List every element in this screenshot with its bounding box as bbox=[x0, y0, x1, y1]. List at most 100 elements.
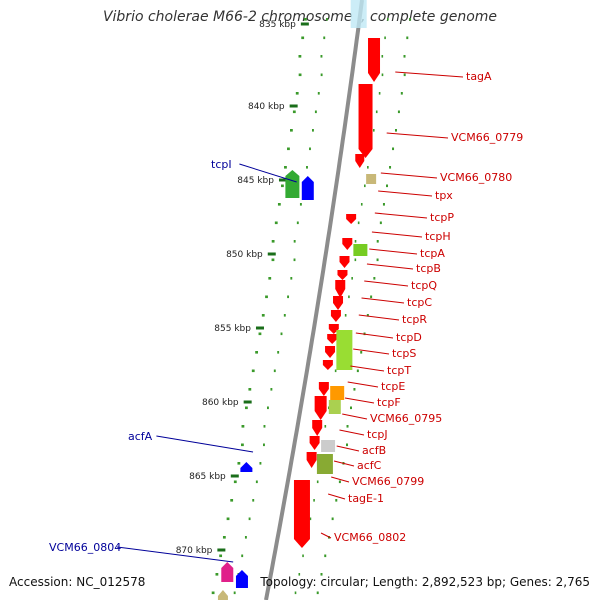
tick-mark bbox=[267, 252, 276, 256]
reverse-gene-arrow bbox=[235, 570, 248, 588]
gc-dot bbox=[387, 18, 389, 21]
tick-label: 835 kbp bbox=[259, 20, 296, 30]
gc-dot bbox=[354, 258, 357, 262]
gc-dot bbox=[252, 499, 255, 502]
forward-gene-arrow bbox=[322, 360, 333, 370]
gc-dot bbox=[248, 388, 252, 391]
reverse-gene-arrow bbox=[240, 462, 253, 472]
label-leader bbox=[369, 248, 418, 255]
gc-dot bbox=[320, 73, 323, 77]
gc-dot bbox=[255, 480, 258, 484]
gene-label-right: tagA bbox=[466, 70, 492, 83]
tick-mark bbox=[217, 548, 226, 552]
gc-dot bbox=[364, 184, 366, 188]
tick-label: 845 kbp bbox=[237, 176, 274, 186]
forward-gene-arrow bbox=[346, 214, 357, 224]
label-leader bbox=[116, 546, 234, 563]
gc-dot bbox=[317, 92, 320, 95]
label-leader bbox=[371, 231, 423, 238]
label-leader bbox=[378, 190, 433, 197]
gene-block bbox=[330, 386, 345, 400]
gc-dot bbox=[392, 147, 395, 151]
gc-dot bbox=[258, 332, 262, 336]
scale-ticks: 835 kbp 840 kbp 845 kbp 850 kbp 855 kbp 860 k… bbox=[176, 20, 309, 556]
label-leader bbox=[386, 132, 449, 139]
gene-label-left: tcpI bbox=[211, 158, 232, 171]
gc-dot bbox=[327, 406, 330, 410]
forward-gene-arrow bbox=[312, 420, 323, 436]
gc-dot bbox=[394, 129, 397, 132]
gc-dot bbox=[211, 591, 215, 595]
genome-stats-text: Topology: circular; Length: 2,892,523 bp… bbox=[260, 575, 590, 589]
gc-dot bbox=[266, 406, 269, 410]
label-leader bbox=[339, 429, 365, 436]
gc-dot bbox=[268, 277, 272, 280]
gc-dot bbox=[277, 351, 280, 354]
label-leader bbox=[327, 493, 346, 500]
forward-gene-arrow bbox=[333, 296, 344, 310]
gc-dot bbox=[259, 462, 262, 465]
label-leader bbox=[358, 314, 400, 321]
label-leader bbox=[353, 348, 390, 355]
gc-dot bbox=[273, 369, 276, 373]
gc-dot bbox=[326, 18, 328, 21]
label-leader bbox=[336, 445, 360, 452]
gc-content-dots bbox=[211, 18, 412, 595]
gc-dot bbox=[316, 591, 319, 595]
gc-dot bbox=[323, 36, 326, 40]
gene-label-right: VCM66_0779 bbox=[451, 131, 523, 144]
gc-dot bbox=[375, 110, 378, 114]
forward-gene-arrow bbox=[306, 452, 317, 468]
gc-dot bbox=[230, 499, 234, 502]
gc-dot bbox=[271, 240, 275, 243]
gene-label-left: VCM66_0804 bbox=[49, 541, 121, 554]
gc-dot bbox=[334, 369, 337, 373]
label-leader bbox=[333, 460, 355, 467]
accession-text: Accession: NC_012578 bbox=[9, 575, 146, 589]
gc-dot bbox=[301, 36, 305, 40]
gc-dot bbox=[316, 480, 319, 484]
gene-label-right: VCM66_0802 bbox=[334, 531, 406, 544]
gc-dot bbox=[376, 240, 379, 243]
gc-dot bbox=[338, 480, 341, 484]
gc-dot bbox=[389, 166, 392, 169]
tick-label: 865 kbp bbox=[189, 472, 226, 482]
gc-dot bbox=[372, 129, 375, 132]
gene-label-right: tcpE bbox=[381, 380, 405, 393]
gc-dot bbox=[313, 499, 315, 502]
gc-dot bbox=[302, 554, 304, 558]
gene-label-right: tcpA bbox=[420, 247, 445, 260]
gc-dot bbox=[367, 166, 369, 169]
tick-label: 840 kbp bbox=[248, 102, 285, 112]
gc-dot bbox=[222, 536, 226, 539]
gene-label-right: tcpS bbox=[392, 347, 416, 360]
tick-mark bbox=[230, 474, 239, 478]
gene-label-right: tcpT bbox=[387, 364, 411, 377]
gc-dot bbox=[373, 277, 376, 280]
tick-mark bbox=[255, 326, 264, 330]
gene-block bbox=[316, 454, 333, 474]
gc-dot bbox=[397, 110, 400, 114]
gc-dot bbox=[284, 166, 287, 169]
gc-dot bbox=[280, 332, 283, 336]
gc-dot bbox=[237, 462, 241, 465]
gc-dot bbox=[287, 147, 290, 151]
gc-dot bbox=[244, 406, 248, 410]
label-leader bbox=[364, 280, 409, 287]
reverse-gene-arrow bbox=[285, 170, 300, 198]
gc-dot bbox=[324, 554, 327, 558]
gc-dot bbox=[320, 55, 323, 58]
reverse-gene-arrow bbox=[221, 562, 234, 582]
gc-dot bbox=[293, 258, 296, 262]
label-leader bbox=[239, 163, 297, 183]
gc-dot bbox=[289, 129, 293, 132]
gene-label-right: tcpD bbox=[396, 331, 422, 344]
gene-label-right: tcpF bbox=[377, 396, 401, 409]
gc-dot bbox=[366, 314, 369, 317]
gc-dot bbox=[384, 36, 386, 40]
gene-label-right: tcpB bbox=[416, 262, 441, 275]
gc-dot bbox=[376, 258, 379, 262]
label-leaders bbox=[116, 71, 464, 563]
forward-gene-arrow bbox=[330, 310, 341, 322]
